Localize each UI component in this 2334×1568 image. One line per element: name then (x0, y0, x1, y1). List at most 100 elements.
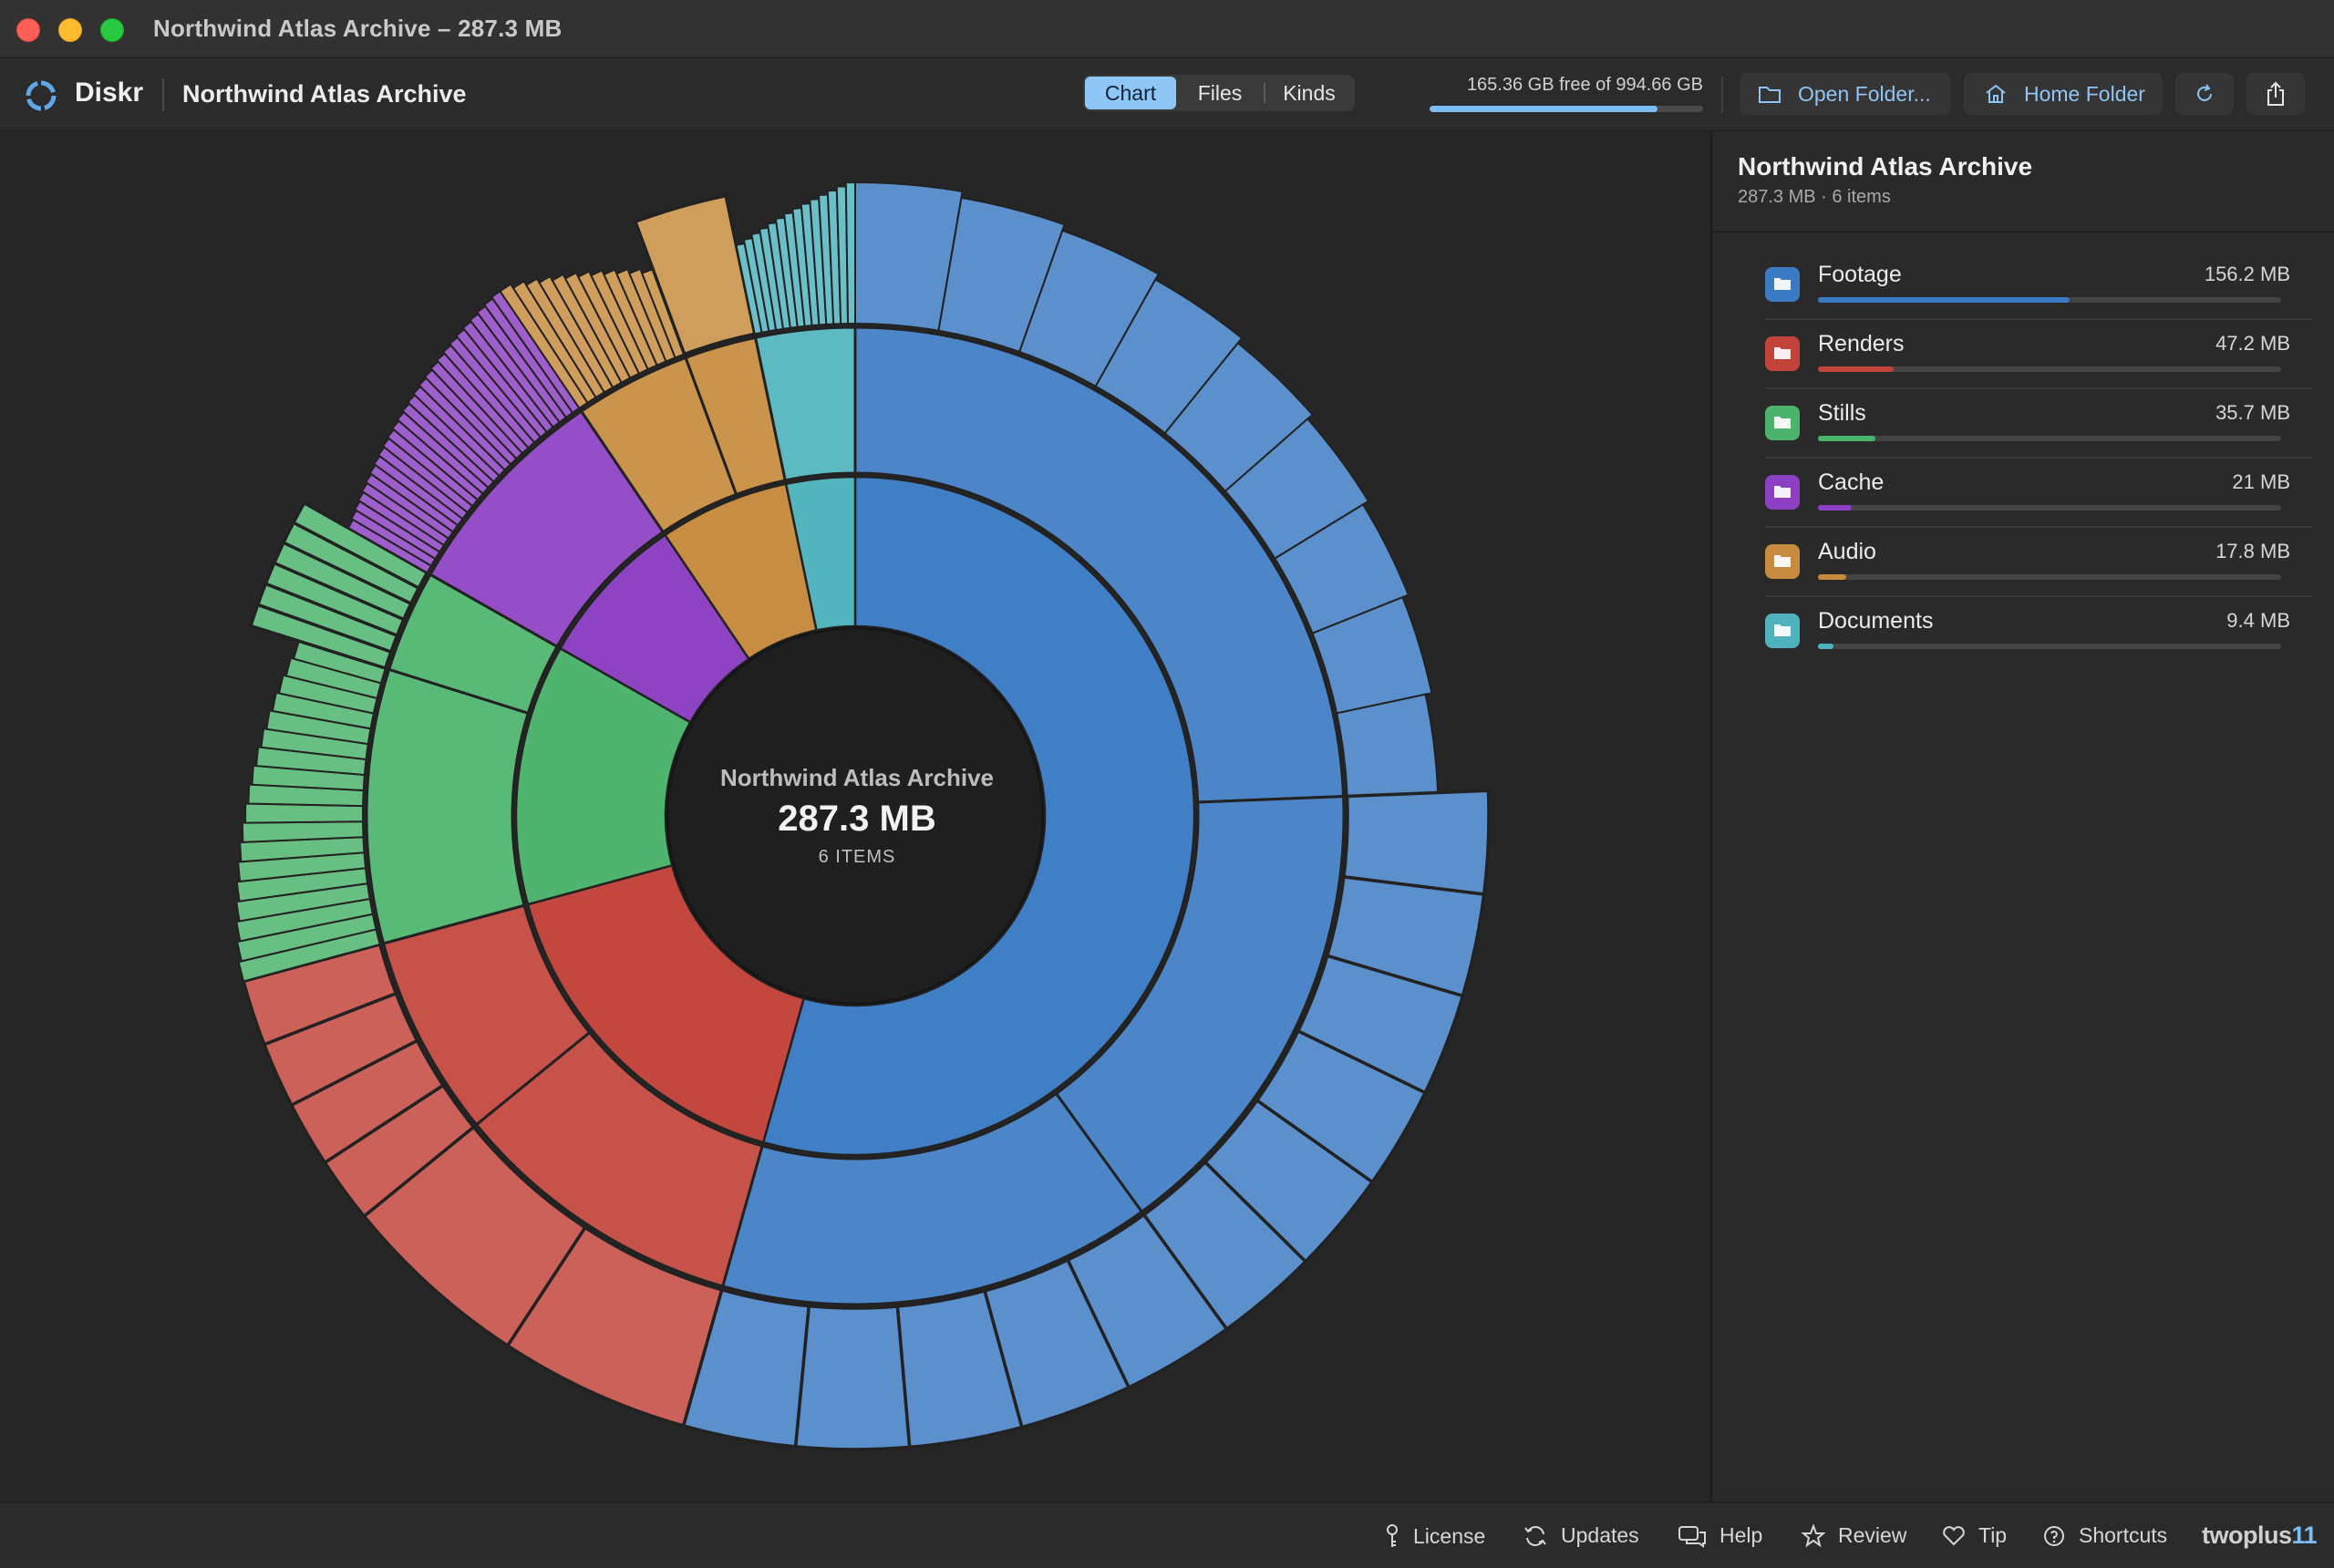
folder-name: Documents (1818, 608, 1934, 634)
share-button[interactable] (2246, 73, 2305, 115)
minimize-window-button[interactable] (58, 18, 82, 42)
sunburst-slice-footage[interactable] (761, 475, 1196, 1157)
size-bar-fill (1818, 644, 1833, 649)
sunburst-subfolder-footage-3[interactable] (720, 1091, 1144, 1306)
sunburst-slice-stills[interactable] (514, 646, 692, 906)
close-window-button[interactable] (16, 18, 40, 42)
size-bar (1818, 436, 2281, 441)
disk-space-label: 165.36 GB free of 994.66 GB (1466, 75, 1703, 95)
sunburst-file-footage[interactable] (793, 1304, 912, 1451)
shortcuts-label: Shortcuts (2079, 1523, 2168, 1547)
folder-row-renders[interactable]: Renders 47.2 MB (1765, 320, 2312, 389)
sunburst-slice-renders[interactable] (526, 863, 806, 1144)
folder-size: 17.8 MB (2215, 540, 2290, 562)
folder-name: Footage (1818, 262, 1902, 287)
updates-label: Updates (1561, 1523, 1639, 1547)
folder-row-audio[interactable]: Audio 17.8 MB (1765, 528, 2312, 597)
segment-divider (1264, 83, 1265, 103)
home-icon (1986, 84, 2006, 103)
zoom-window-button[interactable] (100, 18, 124, 42)
size-bar (1818, 505, 2281, 511)
tip-label: Tip (1978, 1523, 2008, 1547)
heart-icon (1943, 1525, 1965, 1545)
tab-files[interactable]: Files (1197, 80, 1243, 105)
app-name: Diskr (75, 77, 144, 108)
folder-list: Footage 156.2 MB Renders 47.2 MB Stills 35.7 … (1765, 251, 2312, 666)
folder-name: Renders (1818, 331, 1905, 356)
sunburst-chart[interactable] (0, 132, 1710, 1501)
folder-title: Northwind Atlas Archive (182, 80, 467, 108)
sunburst-subfolder-footage-2[interactable] (1054, 795, 1346, 1214)
folder-row-stills[interactable]: Stills 35.7 MB (1765, 389, 2312, 459)
home-folder-label: Home Folder (2024, 81, 2145, 106)
size-bar (1818, 366, 2281, 372)
size-bar-fill (1818, 436, 1875, 441)
tip-link[interactable]: Tip (1942, 1523, 2007, 1548)
sunburst-subfolder-documents-1[interactable] (753, 325, 857, 482)
disk-usage-bar (1430, 106, 1703, 112)
chart-area: Northwind Atlas Archive 287.3 MB 6 ITEMS (0, 132, 1710, 1501)
open-folder-button[interactable]: Open Folder... (1740, 73, 1951, 115)
folder-name: Stills (1818, 400, 1866, 426)
center-disc[interactable] (666, 626, 1045, 1006)
folder-icon (1765, 614, 1800, 648)
folder-name: Cache (1818, 469, 1885, 495)
folder-icon (1759, 87, 1781, 103)
help-link[interactable]: Help (1678, 1523, 1762, 1548)
folder-size: 9.4 MB (2226, 609, 2290, 632)
window-title: Northwind Atlas Archive – 287.3 MB (153, 15, 563, 42)
disk-usage-fill (1430, 106, 1658, 112)
tab-chart[interactable]: Chart (1085, 77, 1176, 109)
updates-link[interactable]: Updates (1523, 1523, 1639, 1548)
sidebar-title: Northwind Atlas Archive (1738, 152, 2033, 181)
sunburst-subfolder-stills-1[interactable] (365, 667, 531, 945)
tab-kinds[interactable]: Kinds (1283, 80, 1336, 105)
size-bar (1818, 644, 2281, 649)
folder-icon (1765, 544, 1800, 579)
refresh-icon (2197, 84, 2212, 101)
sunburst-slice-documents[interactable] (784, 475, 857, 632)
brand-logo[interactable]: twoplus11 (2202, 1522, 2318, 1550)
folder-row-footage[interactable]: Footage 156.2 MB (1765, 251, 2312, 320)
folder-size: 21 MB (2232, 470, 2290, 493)
folder-size: 156.2 MB (2204, 263, 2290, 285)
size-bar-fill (1818, 505, 1853, 511)
folder-icon (1765, 406, 1800, 440)
sunburst-file-footage[interactable] (1335, 693, 1440, 798)
details-sidebar: Northwind Atlas Archive 287.3 MB · 6 ite… (1710, 132, 2334, 1501)
share-icon (2267, 81, 2284, 106)
brand-accent: 11 (2291, 1522, 2318, 1549)
star-icon (1802, 1523, 1825, 1547)
sunburst-file-documents[interactable] (844, 181, 856, 325)
folder-icon (1765, 336, 1800, 371)
title-bar: Northwind Atlas Archive – 287.3 MB (0, 0, 2334, 58)
size-bar-fill (1818, 574, 1847, 580)
toolbar-divider (162, 78, 164, 111)
center-item-count: 6 ITEMS (818, 847, 896, 867)
chat-icon (1678, 1525, 1706, 1548)
view-switcher: Chart Files Kinds (1083, 75, 1355, 111)
help-label: Help (1720, 1523, 1763, 1547)
review-link[interactable]: Review (1802, 1523, 1906, 1548)
home-folder-button[interactable]: Home Folder (1964, 73, 2163, 115)
size-bar-fill (1818, 366, 1895, 372)
toolbar: Diskr Northwind Atlas Archive Chart File… (0, 58, 2334, 131)
sunburst-subfolder-footage-1[interactable] (853, 325, 1346, 804)
key-icon (1387, 1524, 1398, 1547)
question-icon (2044, 1525, 2064, 1546)
brand-main: twoplus (2202, 1522, 2292, 1549)
refresh-button[interactable] (2175, 73, 2234, 115)
folder-name: Audio (1818, 539, 1876, 564)
sync-icon (1524, 1525, 1546, 1546)
review-label: Review (1838, 1523, 1907, 1547)
center-title: Northwind Atlas Archive (719, 764, 994, 791)
size-bar-fill (1818, 297, 2071, 303)
shortcuts-link[interactable]: Shortcuts (2042, 1523, 2167, 1548)
license-link[interactable]: License (1384, 1523, 1485, 1549)
folder-size: 35.7 MB (2215, 401, 2290, 424)
folder-row-documents[interactable]: Documents 9.4 MB (1765, 597, 2312, 666)
size-bar (1818, 574, 2281, 580)
sidebar-divider (1712, 231, 2334, 232)
folder-row-cache[interactable]: Cache 21 MB (1765, 459, 2312, 528)
folder-size: 47.2 MB (2215, 332, 2290, 355)
